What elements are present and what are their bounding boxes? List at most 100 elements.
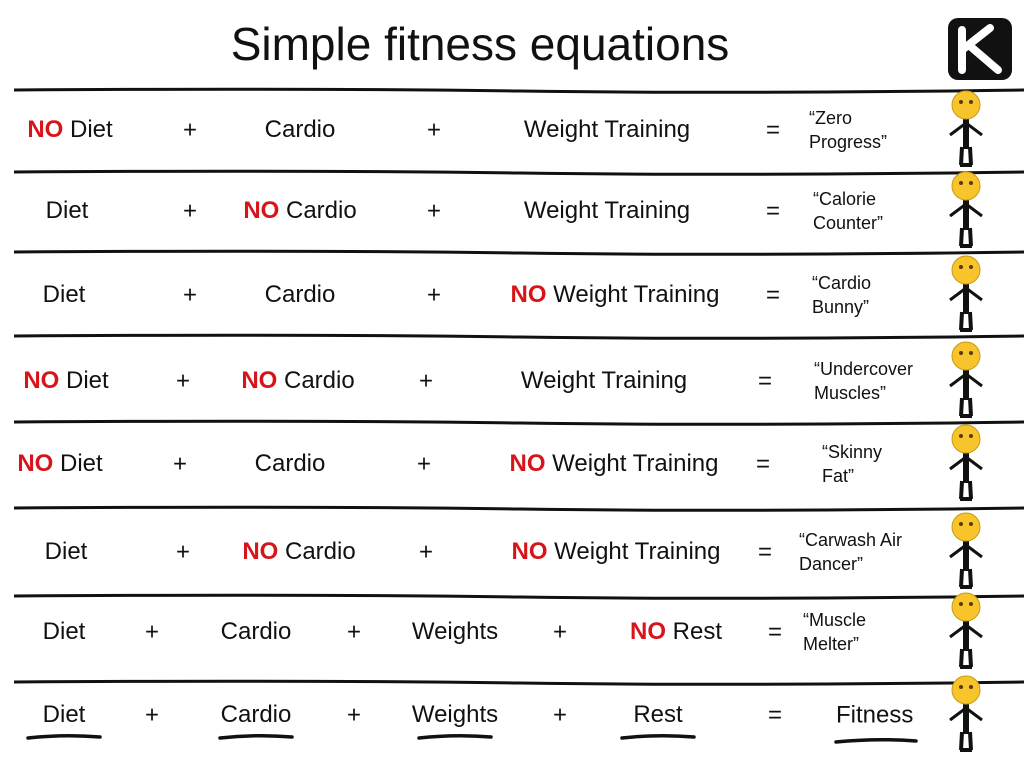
separator xyxy=(13,505,1024,512)
term-space xyxy=(546,450,553,477)
figure-eye xyxy=(969,351,973,355)
separator xyxy=(13,87,1024,94)
figure-legs xyxy=(959,146,973,166)
term-space xyxy=(277,367,284,394)
term: Diet xyxy=(46,197,89,224)
term: NO Cardio xyxy=(241,367,354,394)
figure-eye xyxy=(969,522,973,526)
term-text: Diet xyxy=(66,367,109,394)
figure-arms xyxy=(949,455,983,471)
term-text: Diet xyxy=(43,281,86,308)
term-space xyxy=(548,538,555,565)
term: NO Diet xyxy=(17,450,103,477)
term-space xyxy=(63,116,70,143)
figure-legs xyxy=(959,568,973,588)
term-text: Weights xyxy=(412,618,498,645)
figure-icon xyxy=(949,424,983,501)
term-text: Diet xyxy=(45,538,88,565)
term: NO Weight Training xyxy=(510,450,719,477)
result: Muscles” xyxy=(814,383,886,403)
result: “Carwash Air xyxy=(799,530,902,550)
term: Weight Training xyxy=(521,367,687,394)
figure-eye xyxy=(959,181,963,185)
term-text: Weights xyxy=(412,701,498,728)
figure-eye xyxy=(959,434,963,438)
result: Dancer” xyxy=(799,554,863,574)
figure-head xyxy=(951,90,981,120)
operator: = xyxy=(768,618,782,645)
term: Diet xyxy=(43,701,86,728)
operator: = xyxy=(758,367,772,394)
figure-legs xyxy=(959,480,973,500)
term: Weights xyxy=(412,701,498,728)
figure-head xyxy=(951,592,981,622)
underline xyxy=(834,737,918,744)
term-text: Weight Training xyxy=(552,450,718,477)
operator: + xyxy=(183,281,197,308)
operator: + xyxy=(553,618,567,645)
term-text: Weight Training xyxy=(554,538,720,565)
result: “Muscle xyxy=(803,610,866,630)
separator xyxy=(13,333,1024,340)
term: NO Cardio xyxy=(243,197,356,224)
term: Cardio xyxy=(221,701,292,728)
term: Weight Training xyxy=(524,116,690,143)
term: Diet xyxy=(43,281,86,308)
separator xyxy=(13,679,1024,686)
result: Melter” xyxy=(803,634,859,654)
term: Cardio xyxy=(265,281,336,308)
operator: + xyxy=(183,116,197,143)
result: Counter” xyxy=(813,213,883,233)
result: Fat” xyxy=(822,466,854,486)
operator: = xyxy=(768,701,782,728)
no-label: NO xyxy=(23,367,59,394)
term-space xyxy=(547,281,554,308)
term: NO Weight Training xyxy=(512,538,721,565)
operator: = xyxy=(766,116,780,143)
term-text: Rest xyxy=(633,701,683,728)
figure-icon xyxy=(949,675,983,752)
figure-eye xyxy=(959,265,963,269)
term-text: Cardio xyxy=(286,197,357,224)
operator: = xyxy=(766,197,780,224)
figure-head xyxy=(951,255,981,285)
term: Cardio xyxy=(221,618,292,645)
operator: + xyxy=(427,116,441,143)
figure-eye xyxy=(969,434,973,438)
term-text: Rest xyxy=(673,618,723,645)
operator: + xyxy=(173,450,187,477)
term-space xyxy=(59,367,66,394)
term-text: Diet xyxy=(60,450,103,477)
underline xyxy=(620,733,696,740)
result: “Zero xyxy=(809,108,852,128)
term: NO Diet xyxy=(27,116,113,143)
underline xyxy=(218,733,294,740)
figure-head xyxy=(951,675,981,705)
no-label: NO xyxy=(512,538,548,565)
operator: = xyxy=(756,450,770,477)
term-text: Cardio xyxy=(265,116,336,143)
term-text: Cardio xyxy=(284,367,355,394)
operator: + xyxy=(145,618,159,645)
term: Diet xyxy=(45,538,88,565)
figure-arms xyxy=(949,121,983,137)
figure-legs xyxy=(959,648,973,668)
figure-eye xyxy=(969,602,973,606)
operator: + xyxy=(176,367,190,394)
operator: + xyxy=(347,618,361,645)
term: NO Weight Training xyxy=(511,281,720,308)
term-text: Weight Training xyxy=(524,197,690,224)
figure-eye xyxy=(959,100,963,104)
term: NO Cardio xyxy=(242,538,355,565)
figure-arms xyxy=(949,706,983,722)
result: “Cardio xyxy=(812,273,871,293)
logo xyxy=(948,18,1012,80)
figure-head xyxy=(951,171,981,201)
underline xyxy=(417,733,493,740)
term: NO Rest xyxy=(630,618,722,645)
result: Fitness xyxy=(836,701,913,728)
operator: + xyxy=(427,197,441,224)
figure-arms xyxy=(949,372,983,388)
